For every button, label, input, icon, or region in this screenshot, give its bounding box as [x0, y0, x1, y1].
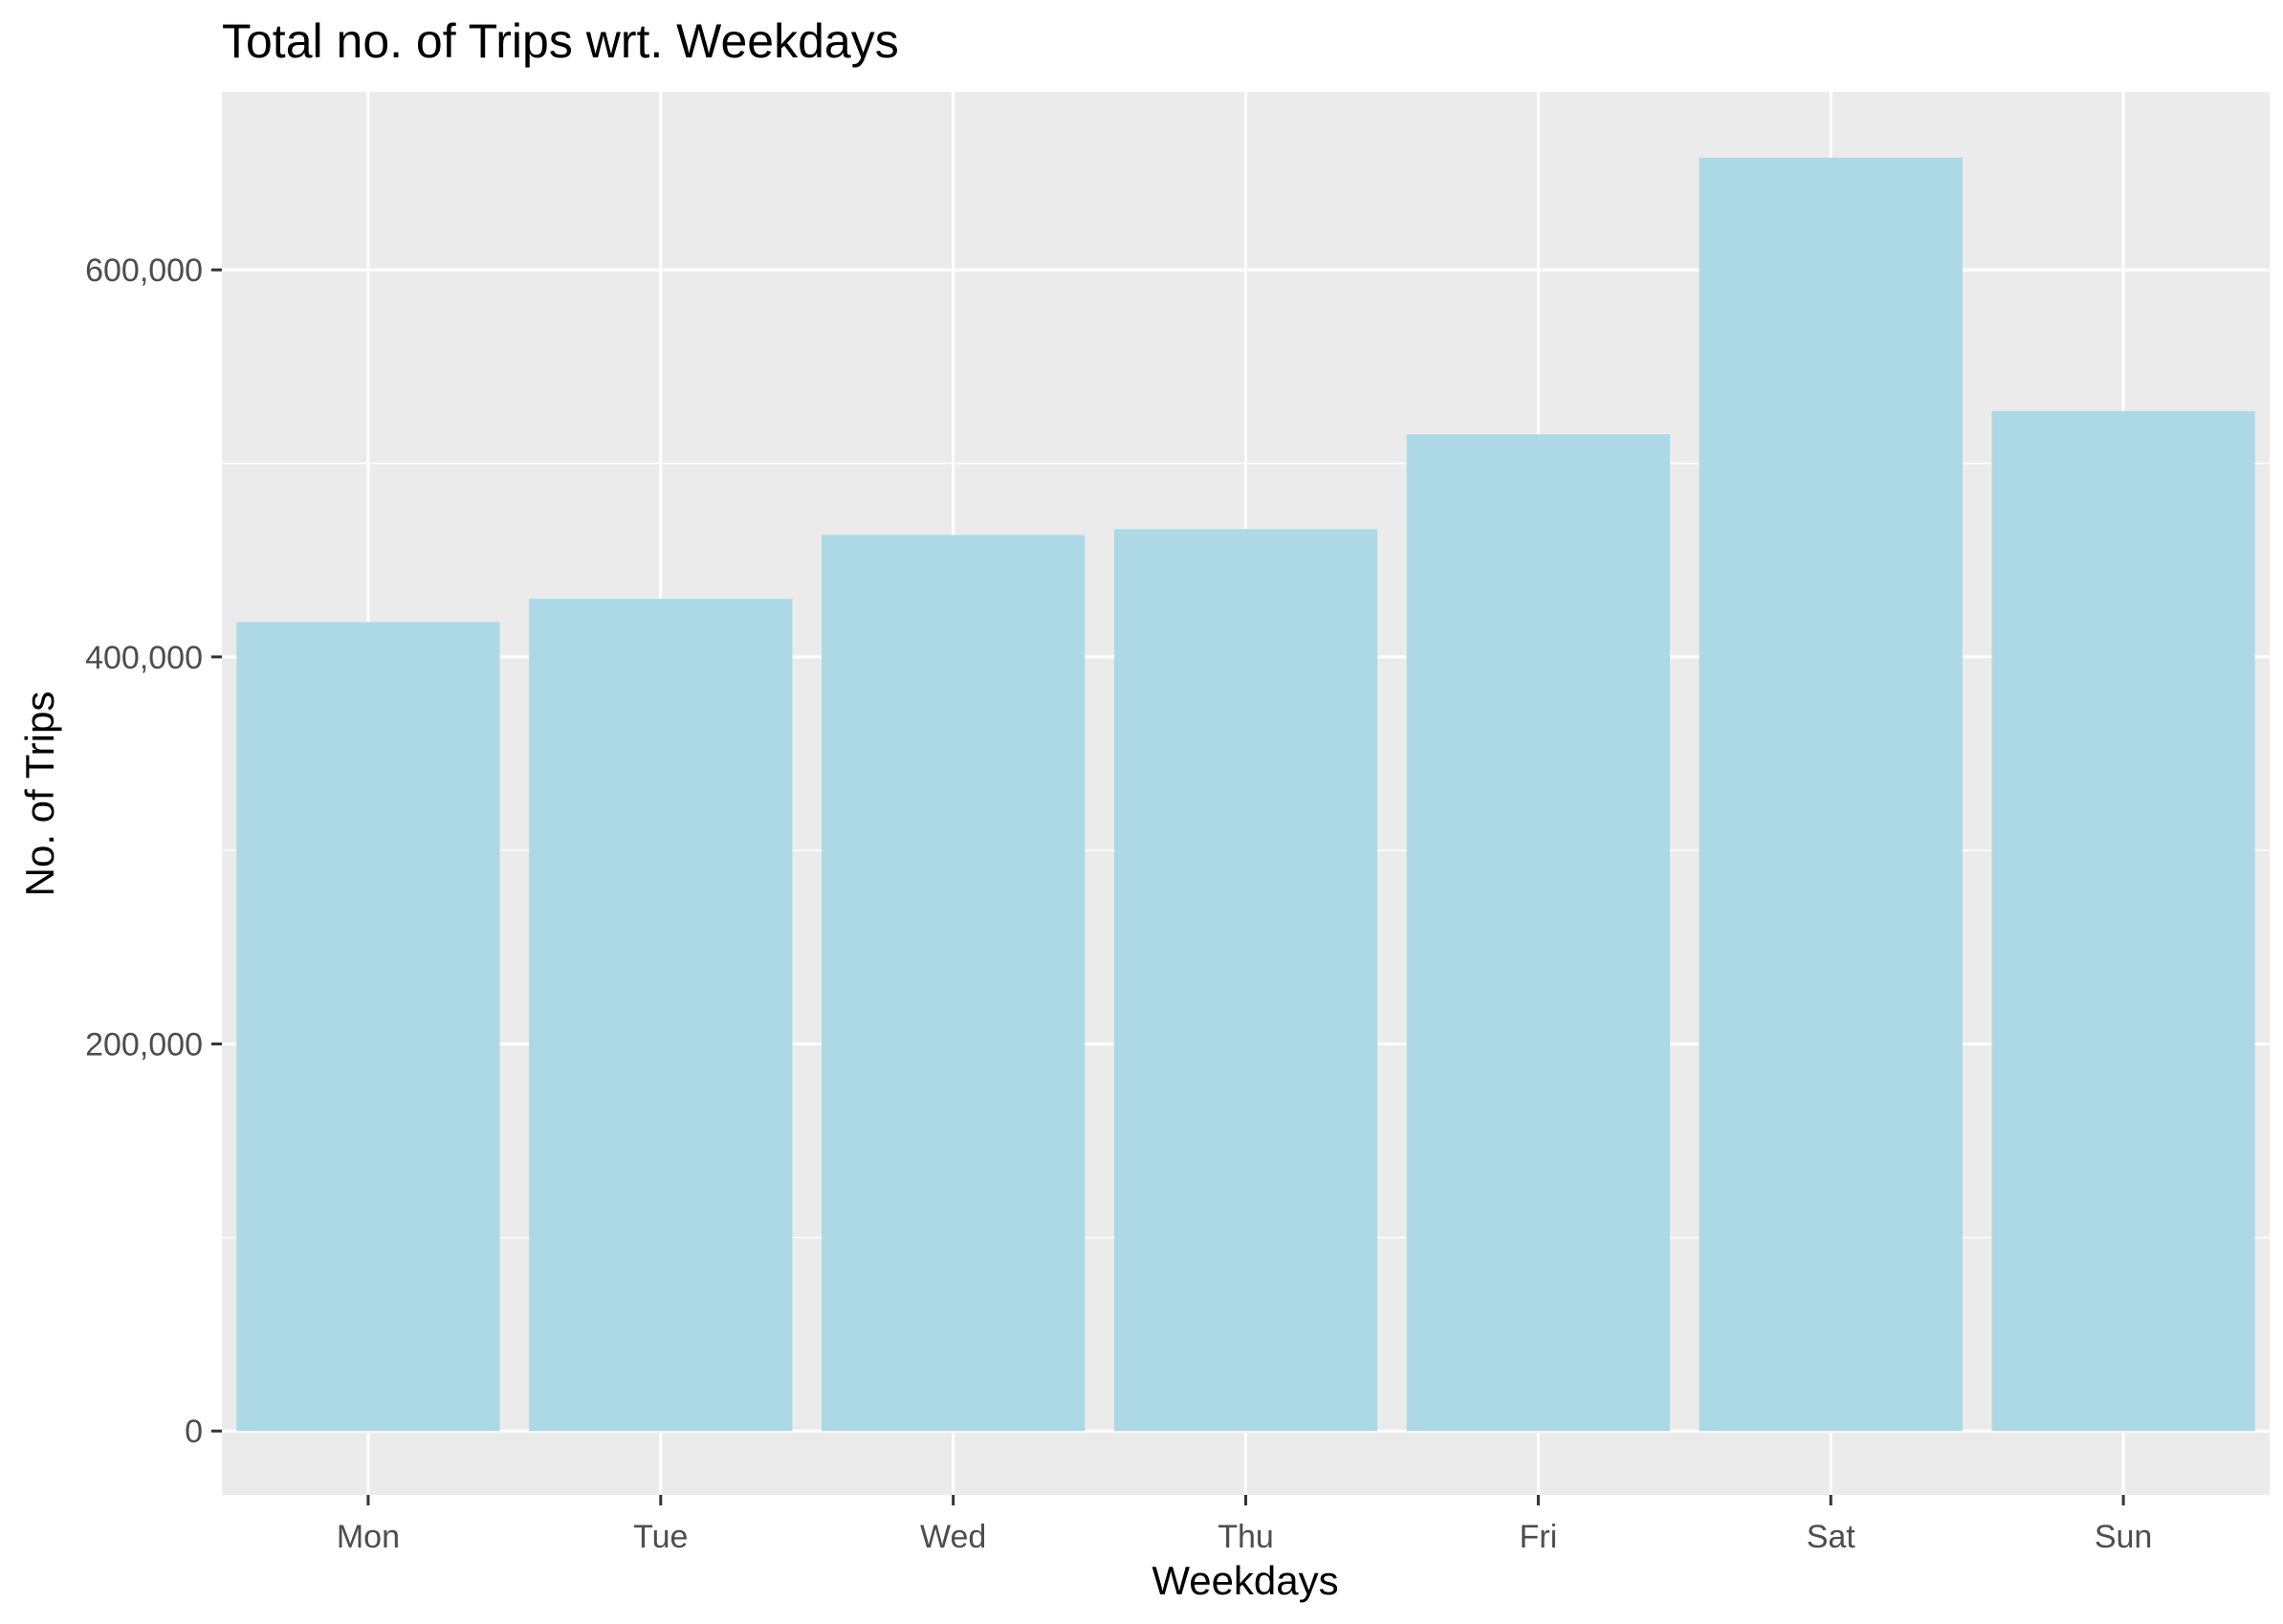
bar-mon [236, 622, 500, 1432]
bar-sat [1699, 157, 1963, 1432]
x-tick-label: Sun [2095, 1519, 2153, 1555]
x-tick-label: Thu [1218, 1519, 1274, 1555]
bar-wed [822, 535, 1086, 1432]
x-tick-label: Sat [1807, 1519, 1856, 1555]
bar-thu [1113, 529, 1378, 1432]
x-tick-label: Mon [337, 1519, 400, 1555]
y-tick-label: 200,000 [85, 1027, 203, 1064]
y-tick-label: 400,000 [85, 640, 203, 676]
y-tick-label: 0 [185, 1414, 203, 1450]
x-axis-title: Weekdays [1152, 1558, 1338, 1603]
chart-title: Total no. of Trips wrt. Weekdays [222, 14, 899, 68]
bar-fri [1406, 434, 1670, 1432]
plot-layer: 0 200,000 400,000 600,000 Mon Tue Wed Thu Fri Sat… [85, 92, 2270, 1555]
bar-sun [1991, 410, 2255, 1432]
x-tick-label: Tue [633, 1519, 688, 1555]
x-tick-label: Wed [920, 1519, 986, 1555]
bar-tue [529, 599, 793, 1432]
y-tick-label: 600,000 [85, 252, 203, 289]
y-axis-title: No. of Trips [17, 691, 62, 897]
x-tick-label: Fri [1520, 1519, 1558, 1555]
